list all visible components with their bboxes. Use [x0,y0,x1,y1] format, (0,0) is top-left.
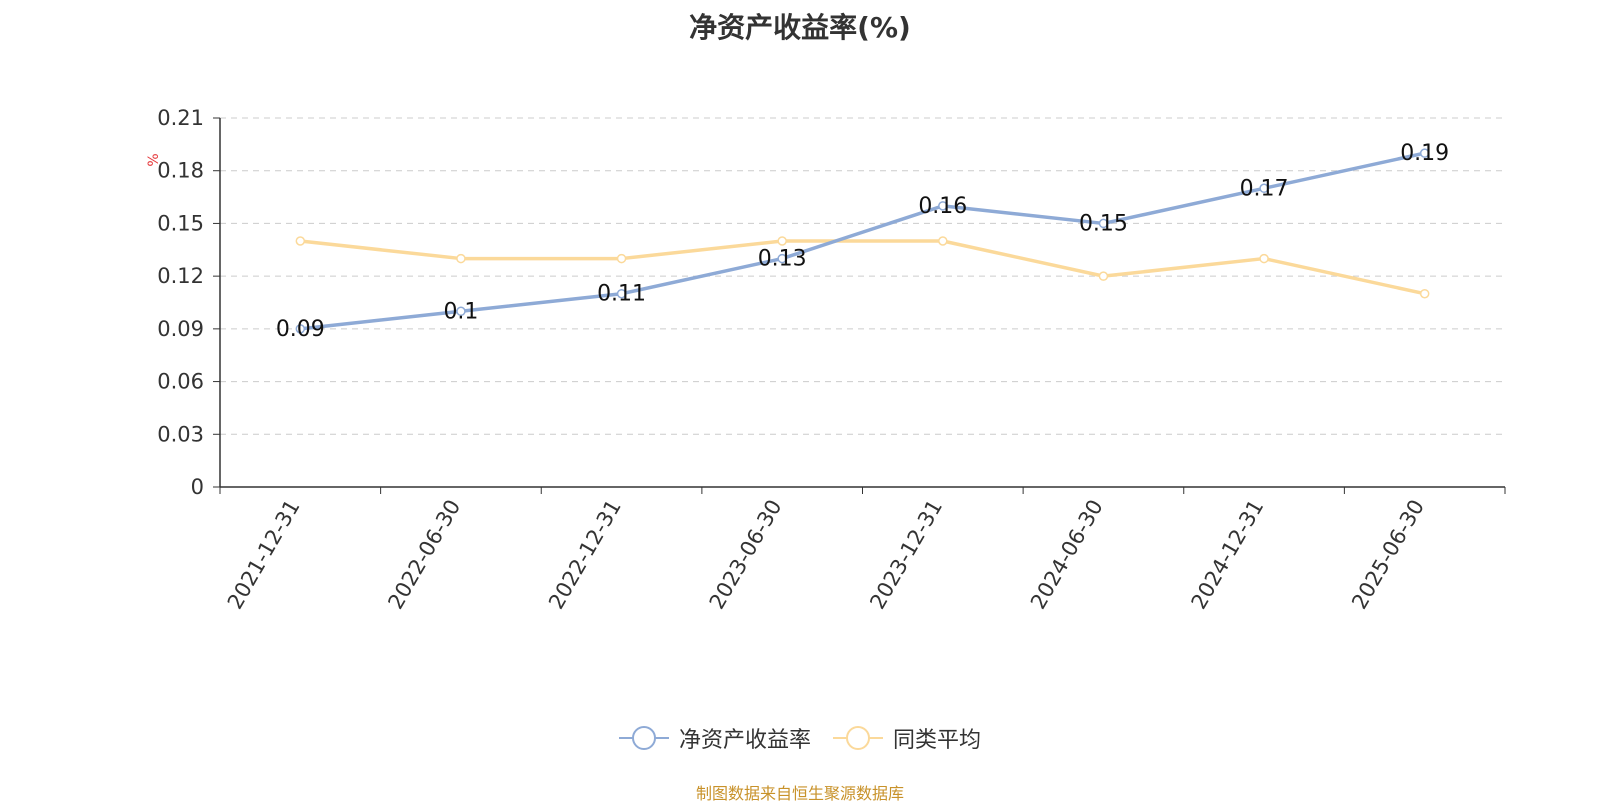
data-label-roe: 0.16 [918,194,967,219]
y-tick-label: 0 [191,475,204,499]
y-tick-label: 0.18 [157,159,204,183]
x-tick-label: 2023-12-31 [865,496,947,614]
legend-item-roe[interactable]: 净资产收益率 [618,722,811,754]
data-point-peer-average [616,253,627,264]
data-point-roe [295,324,306,334]
data-point-peer-average [295,236,306,246]
y-tick-label: 0.21 [157,106,204,130]
data-label-roe: 0.19 [1400,141,1449,166]
data-point-peer-average [938,236,948,246]
data-label-roe: 0.17 [1240,176,1289,201]
x-tick-label: 2021-12-31 [223,496,305,614]
data-point-peer-average [777,236,787,246]
chart-title: 净资产收益率(%) [689,11,911,44]
data-label-roe: 0.13 [758,247,807,272]
data-point-roe [1259,183,1269,194]
data-point-roe [1098,218,1109,229]
x-tick-label: 2024-06-30 [1026,496,1108,614]
data-point-peer-average [1259,253,1269,264]
data-source-note: 制图数据来自恒生聚源数据库 [695,784,904,803]
x-tick-label: 2023-06-30 [705,496,787,614]
y-tick-label: 0.03 [157,422,204,446]
series-line-peer-average [300,239,1426,296]
data-label-roe: 0.11 [597,282,646,307]
data-label-roe: 0.1 [443,299,478,324]
data-point-roe [1419,148,1430,158]
series-line-roe [300,151,1426,331]
data-point-roe [616,288,627,299]
data-point-roe [777,253,787,264]
legend-marker-peer-average [833,726,883,750]
x-tick-label: 2022-06-30 [383,496,465,614]
y-axis-unit-label: % [146,153,162,166]
x-tick-label: 2024-12-31 [1187,496,1269,614]
y-tick-label: 0.09 [157,317,204,341]
legend: 净资产收益率 同类平均 [0,722,1600,754]
y-tick-label: 0.12 [157,264,204,288]
x-tick-label: 2025-06-30 [1347,496,1429,614]
data-label-roe: 0.09 [276,317,325,342]
legend-label-roe: 净资产收益率 [678,728,811,753]
y-tick-label: 0.15 [157,211,204,235]
data-point-roe [456,306,466,317]
data-point-peer-average [1098,271,1109,281]
legend-item-peer-average[interactable]: 同类平均 [833,722,981,754]
data-point-peer-average [1419,288,1430,299]
y-tick-label: 0.06 [157,370,204,394]
x-tick-label: 2022-12-31 [544,496,626,614]
data-point-peer-average [456,253,466,264]
data-label-roe: 0.15 [1079,211,1128,236]
legend-label-peer-average: 同类平均 [893,728,982,753]
data-point-roe [938,201,948,211]
legend-marker-roe [618,726,669,750]
